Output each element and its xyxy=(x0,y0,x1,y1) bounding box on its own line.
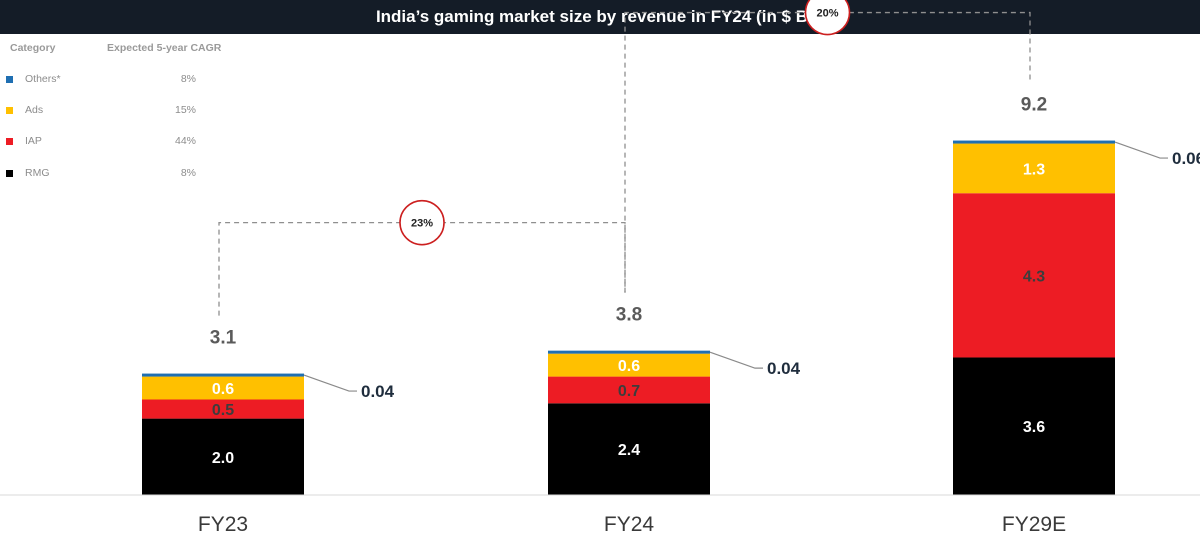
data-label-rmg-fy24: 2.4 xyxy=(618,442,640,459)
legend-item-ads: Ads 15% xyxy=(6,104,196,118)
legend-cagr-iap: 44% xyxy=(174,135,196,147)
growth-connector-1 xyxy=(624,11,1031,293)
data-label-ads-fy23: 0.6 xyxy=(212,381,234,398)
data-label-rmg-fy29e: 3.6 xyxy=(1023,419,1045,436)
legend-item-others: Others* 8% xyxy=(6,73,196,87)
growth-label-0: 23% xyxy=(411,218,433,230)
leader-line-others-fy29e xyxy=(1114,141,1168,159)
leader-line-others-fy24 xyxy=(709,351,763,369)
total-label-fy24: 3.8 xyxy=(616,305,642,326)
legend-swatch-ads xyxy=(6,107,13,114)
bar-segment-ads-fy24 xyxy=(548,353,710,377)
x-tick-label-fy24: FY24 xyxy=(604,513,655,536)
bar-segment-iap-fy23 xyxy=(142,399,304,419)
leader-line-others-fy23 xyxy=(303,374,357,392)
growth-label-1: 20% xyxy=(816,8,838,20)
legend-cagr-others: 8% xyxy=(180,73,196,85)
data-label-iap-fy23: 0.5 xyxy=(212,402,234,419)
legend-swatch-rmg xyxy=(6,170,13,177)
legend-swatch-others xyxy=(6,76,13,83)
data-label-iap-fy24: 0.7 xyxy=(618,383,640,400)
legend-label-iap: IAP xyxy=(25,135,42,147)
legend-cagr-rmg: 8% xyxy=(180,167,196,179)
growth-circle-0 xyxy=(399,199,445,246)
legend-label-ads: Ads xyxy=(25,104,44,116)
total-label-fy23: 3.1 xyxy=(210,328,237,349)
legend-cagr-ads: 15% xyxy=(174,104,196,116)
legend-swatch-iap xyxy=(6,138,13,145)
legend-label-others: Others* xyxy=(25,73,61,85)
legend-header-category: Category xyxy=(10,42,56,54)
bar-segment-ads-fy23 xyxy=(142,376,304,400)
x-tick-label-fy29e: FY29E xyxy=(1002,513,1066,536)
legend-label-rmg: RMG xyxy=(25,167,50,179)
bar-segment-ads-fy29e xyxy=(953,143,1115,194)
chart-title: India’s gaming market size by revenue in… xyxy=(0,0,1200,34)
growth-connector-0 xyxy=(218,222,626,316)
bar-segment-others-fy24 xyxy=(548,350,710,354)
data-label-others-fy23: 0.04 xyxy=(361,382,395,401)
legend-item-iap: IAP 44% xyxy=(6,135,196,149)
x-tick-label-fy23: FY23 xyxy=(198,513,248,536)
legend-item-rmg: RMG 8% xyxy=(6,167,196,181)
data-label-ads-fy24: 0.6 xyxy=(618,358,640,375)
data-label-rmg-fy23: 2.0 xyxy=(212,450,234,467)
bar-segment-iap-fy29e xyxy=(953,193,1115,358)
bar-segment-others-fy29e xyxy=(953,140,1115,144)
bar-segment-others-fy23 xyxy=(142,373,304,377)
legend-header-cagr: Expected 5-year CAGR xyxy=(107,42,222,54)
growth-circle-1 xyxy=(804,0,851,36)
data-label-ads-fy29e: 1.3 xyxy=(1023,161,1045,178)
data-label-others-fy24: 0.04 xyxy=(767,359,801,378)
total-label-fy29e: 9.2 xyxy=(1021,95,1047,116)
bar-segment-rmg-fy29e xyxy=(953,357,1115,495)
bar-segment-rmg-fy24 xyxy=(548,403,710,495)
data-label-others-fy29e: 0.06 xyxy=(1172,149,1200,168)
bar-segment-iap-fy24 xyxy=(548,376,710,404)
data-label-iap-fy29e: 4.3 xyxy=(1023,268,1045,285)
bar-segment-rmg-fy23 xyxy=(142,418,304,495)
